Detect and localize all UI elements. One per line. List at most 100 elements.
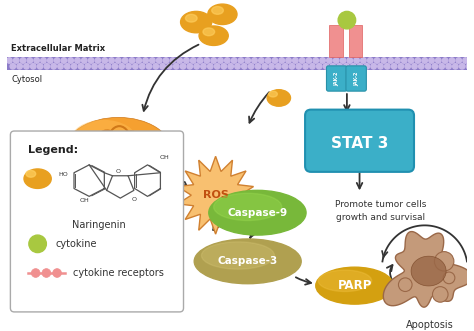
Circle shape bbox=[248, 64, 254, 69]
Circle shape bbox=[275, 64, 281, 69]
Ellipse shape bbox=[26, 170, 36, 177]
Circle shape bbox=[58, 64, 63, 69]
Circle shape bbox=[242, 64, 247, 69]
Circle shape bbox=[17, 64, 22, 69]
Text: Caspase-3: Caspase-3 bbox=[218, 256, 278, 266]
Circle shape bbox=[442, 58, 448, 63]
Circle shape bbox=[255, 64, 261, 69]
Circle shape bbox=[409, 58, 414, 63]
Circle shape bbox=[225, 58, 230, 63]
Circle shape bbox=[259, 58, 264, 63]
Circle shape bbox=[47, 58, 53, 63]
Text: JAK-2: JAK-2 bbox=[335, 71, 340, 86]
Ellipse shape bbox=[194, 239, 301, 284]
Ellipse shape bbox=[269, 91, 277, 97]
Circle shape bbox=[412, 64, 417, 69]
Circle shape bbox=[218, 58, 223, 63]
Circle shape bbox=[374, 58, 380, 63]
Ellipse shape bbox=[267, 90, 291, 106]
Circle shape bbox=[170, 58, 175, 63]
Circle shape bbox=[41, 58, 46, 63]
Circle shape bbox=[204, 58, 210, 63]
Circle shape bbox=[184, 58, 189, 63]
Circle shape bbox=[310, 64, 315, 69]
Text: OH: OH bbox=[80, 198, 89, 203]
Text: cytokine: cytokine bbox=[55, 239, 97, 249]
Circle shape bbox=[399, 278, 412, 292]
Circle shape bbox=[221, 64, 227, 69]
Circle shape bbox=[459, 64, 465, 69]
Circle shape bbox=[72, 64, 77, 69]
Circle shape bbox=[78, 64, 83, 69]
Circle shape bbox=[61, 58, 67, 63]
Text: Legend:: Legend: bbox=[28, 145, 78, 155]
Circle shape bbox=[143, 58, 148, 63]
Text: Naringenin: Naringenin bbox=[72, 219, 126, 229]
Circle shape bbox=[381, 58, 387, 63]
Ellipse shape bbox=[185, 14, 197, 22]
Circle shape bbox=[344, 64, 349, 69]
Circle shape bbox=[300, 58, 305, 63]
Circle shape bbox=[7, 58, 12, 63]
Circle shape bbox=[384, 64, 390, 69]
Circle shape bbox=[99, 64, 104, 69]
Circle shape bbox=[214, 64, 220, 69]
Circle shape bbox=[31, 269, 40, 277]
Circle shape bbox=[439, 64, 445, 69]
Circle shape bbox=[245, 58, 250, 63]
Bar bbox=[7, 57, 467, 70]
Circle shape bbox=[109, 58, 114, 63]
Ellipse shape bbox=[316, 267, 393, 304]
Circle shape bbox=[44, 64, 50, 69]
Circle shape bbox=[95, 58, 100, 63]
Circle shape bbox=[364, 64, 370, 69]
Text: O: O bbox=[132, 197, 137, 202]
Circle shape bbox=[34, 58, 39, 63]
Circle shape bbox=[367, 58, 373, 63]
Text: Cytosol: Cytosol bbox=[11, 74, 43, 84]
Circle shape bbox=[395, 58, 400, 63]
Circle shape bbox=[330, 64, 336, 69]
Circle shape bbox=[129, 58, 135, 63]
Circle shape bbox=[419, 64, 424, 69]
Circle shape bbox=[173, 64, 179, 69]
Circle shape bbox=[201, 64, 206, 69]
Circle shape bbox=[153, 64, 158, 69]
Circle shape bbox=[228, 64, 233, 69]
Circle shape bbox=[283, 64, 288, 69]
Circle shape bbox=[194, 64, 200, 69]
Circle shape bbox=[208, 64, 213, 69]
Circle shape bbox=[53, 269, 62, 277]
Circle shape bbox=[272, 58, 278, 63]
Ellipse shape bbox=[208, 4, 237, 24]
Circle shape bbox=[187, 64, 192, 69]
Circle shape bbox=[306, 58, 312, 63]
Ellipse shape bbox=[181, 11, 212, 33]
Text: O: O bbox=[116, 169, 121, 174]
Ellipse shape bbox=[212, 7, 223, 14]
Circle shape bbox=[371, 64, 376, 69]
Circle shape bbox=[116, 58, 121, 63]
Text: HO: HO bbox=[58, 172, 68, 177]
Bar bbox=[329, 25, 343, 57]
Circle shape bbox=[289, 64, 295, 69]
Circle shape bbox=[449, 58, 455, 63]
Ellipse shape bbox=[201, 242, 274, 269]
Circle shape bbox=[177, 58, 182, 63]
Circle shape bbox=[262, 64, 267, 69]
Circle shape bbox=[265, 58, 271, 63]
Circle shape bbox=[191, 58, 196, 63]
Circle shape bbox=[269, 64, 274, 69]
Text: Caspase-9: Caspase-9 bbox=[228, 208, 288, 218]
Circle shape bbox=[64, 64, 70, 69]
Circle shape bbox=[211, 58, 217, 63]
Circle shape bbox=[340, 58, 346, 63]
Circle shape bbox=[432, 287, 448, 302]
Circle shape bbox=[286, 58, 291, 63]
Circle shape bbox=[320, 58, 325, 63]
Circle shape bbox=[10, 64, 16, 69]
Circle shape bbox=[30, 64, 36, 69]
Ellipse shape bbox=[203, 28, 215, 36]
Circle shape bbox=[55, 58, 60, 63]
Circle shape bbox=[231, 58, 237, 63]
